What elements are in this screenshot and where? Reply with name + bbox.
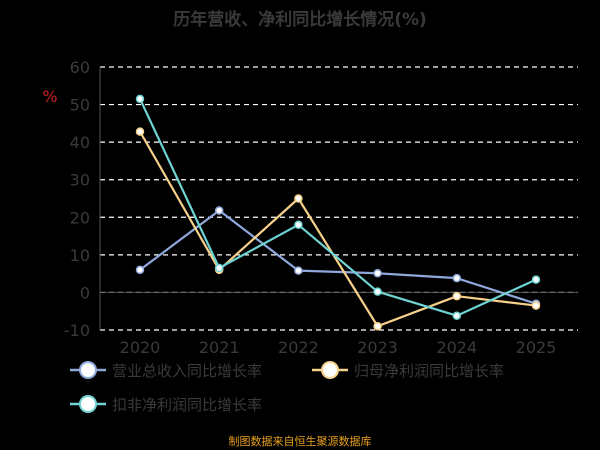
data-point [294,266,303,275]
y-tick-label: 20 [70,208,90,227]
y-tick-label: 30 [70,171,90,190]
data-point [531,301,541,310]
data-point [373,321,382,331]
legend-marker [321,361,339,379]
data-point [135,94,145,104]
data-point [214,206,224,215]
y-tick-label: 40 [70,133,90,152]
y-tick-label: 60 [70,58,90,77]
data-point [294,194,303,203]
chart-title: 历年营收、净利同比增长情况(%) [173,9,427,30]
data-point [135,265,145,275]
x-tick-label: 2023 [357,338,398,357]
data-point [373,269,382,278]
data-point [135,127,145,136]
y-tick-label: 0 [80,283,90,302]
y-tick-label: 10 [70,246,90,265]
series-line [139,131,537,328]
x-tick-label: 2022 [278,338,319,357]
data-point [294,220,303,230]
data-point [214,263,224,273]
x-tick-label: 2024 [436,338,477,357]
source-note: 制图数据来自恒生聚源数据库 [229,434,372,448]
y-unit-label: % [42,87,57,106]
y-tick-label: 50 [70,96,90,115]
legend-marker [79,395,97,413]
data-point [531,275,541,284]
grid-lines [100,66,578,331]
legend-marker [79,361,97,379]
data-point [452,273,462,283]
series-line [139,209,537,305]
legend-label: 营业总收入同比增长率 [112,362,262,380]
axes: -10 0 10 20 30 40 50 60 2020 2021 2022 2023 2024 2025 [64,58,578,357]
x-tick-label: 2020 [120,338,161,357]
data-point [452,311,462,320]
legend-label: 归母净利润同比增长率 [354,362,504,380]
series-line [139,98,537,317]
legend-label: 扣非净利润同比增长率 [112,396,262,414]
series-lines [135,94,541,331]
x-tick-label: 2025 [516,338,557,357]
x-tick-label: 2021 [199,338,240,357]
data-point [373,287,382,296]
data-point [452,291,462,301]
y-tick-label: -10 [64,321,90,340]
